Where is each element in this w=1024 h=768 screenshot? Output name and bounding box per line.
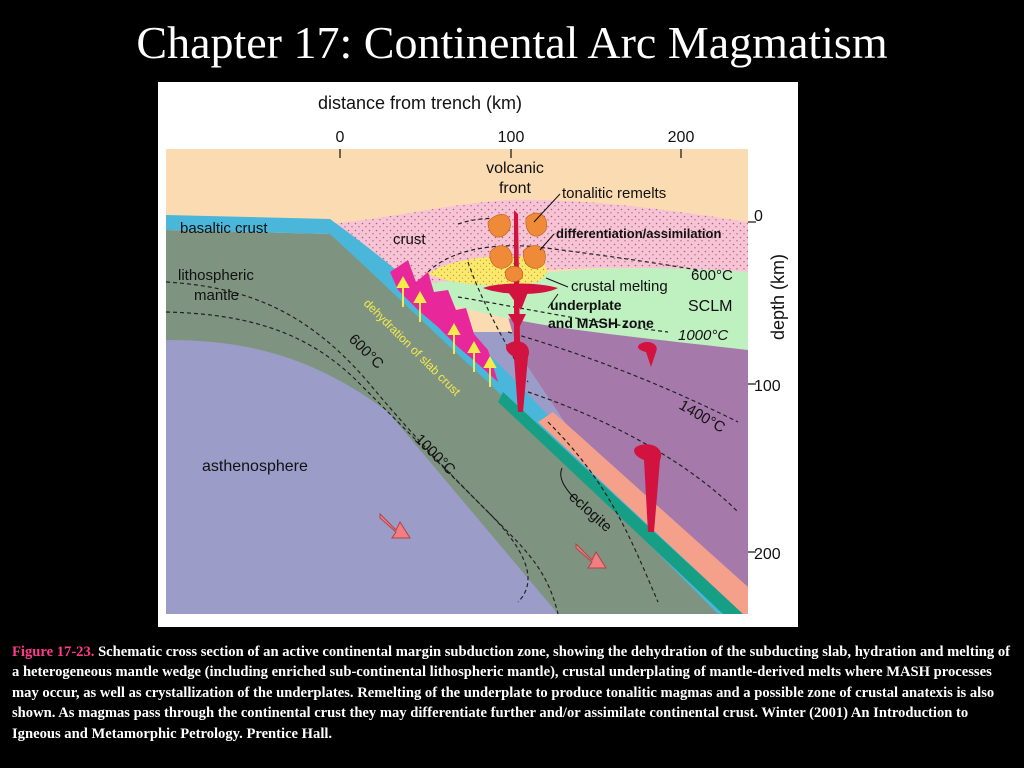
label-crustal-melting: crustal melting [571, 278, 668, 295]
figure-caption: Figure 17-23. Schematic cross section of… [12, 642, 1014, 744]
right-axis-tick-0: 0 [754, 208, 763, 225]
top-axis-tick-100: 100 [498, 129, 525, 146]
right-axis-tick-200: 200 [754, 546, 781, 563]
top-axis-tick-200: 200 [668, 129, 695, 146]
flow-arrow-1 [379, 512, 411, 539]
right-axis-tick-100: 100 [754, 378, 781, 395]
right-axis-label: depth (km) [768, 254, 788, 340]
subduction-zone-diagram: distance from trench (km) 0 100 200 0 10… [158, 82, 798, 627]
label-isotherm-600-mantle: 600°C [691, 267, 733, 284]
label-mash-zone: and MASH zone [548, 315, 654, 331]
label-mantle: mantle [194, 287, 239, 304]
slab-mantle-region [166, 230, 718, 614]
flow-arrow-2 [575, 542, 607, 569]
label-asthenosphere: asthenosphere [202, 458, 308, 475]
label-underplate: underplate [550, 297, 622, 313]
label-sclm: SCLM [688, 298, 732, 315]
label-front: front [499, 180, 532, 197]
label-tonalitic-remelts: tonalitic remelts [562, 185, 666, 202]
top-axis-tick-0: 0 [336, 129, 345, 146]
caption-figure-ref: Figure 17-23. [12, 644, 95, 660]
slide-title: Chapter 17: Continental Arc Magmatism [136, 17, 888, 68]
top-axis-label: distance from trench (km) [318, 93, 522, 113]
label-isotherm-1000-mantle: 1000°C [678, 327, 728, 344]
label-basaltic-crust: basaltic crust [180, 220, 268, 237]
label-volcanic: volcanic [486, 160, 544, 177]
label-crust: crust [393, 231, 426, 248]
underplate-melt [483, 283, 558, 294]
eclogite-band [498, 392, 743, 614]
label-differentiation: differentiation/assimilation [556, 226, 721, 241]
label-lithospheric: lithospheric [178, 267, 254, 284]
caption-text: Schematic cross section of an active con… [12, 644, 1010, 742]
